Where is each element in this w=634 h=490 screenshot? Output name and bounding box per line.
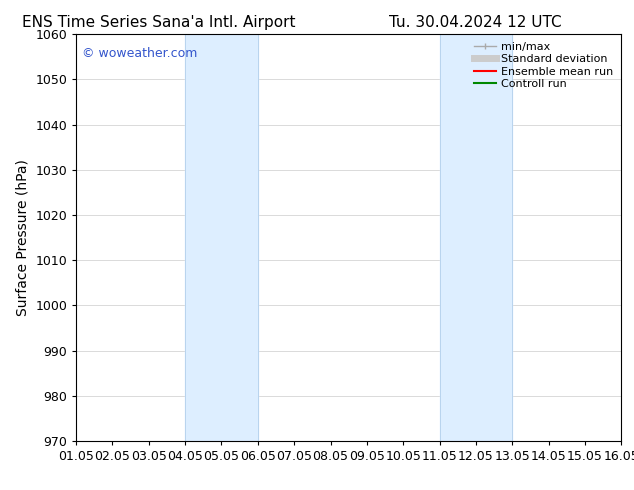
Text: ENS Time Series Sana'a Intl. Airport: ENS Time Series Sana'a Intl. Airport (22, 15, 295, 30)
Text: © woweather.com: © woweather.com (82, 47, 197, 59)
Bar (439, 34, 512, 441)
Y-axis label: Surface Pressure (hPa): Surface Pressure (hPa) (16, 159, 30, 316)
Legend: min/max, Standard deviation, Ensemble mean run, Controll run: min/max, Standard deviation, Ensemble me… (471, 40, 616, 91)
Bar (185, 34, 258, 441)
Text: Tu. 30.04.2024 12 UTC: Tu. 30.04.2024 12 UTC (389, 15, 562, 30)
